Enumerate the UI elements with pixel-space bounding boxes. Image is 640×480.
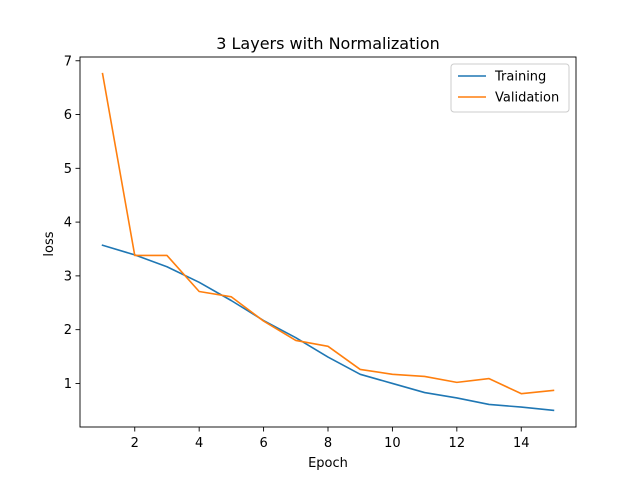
legend-label-validation: Validation: [495, 91, 559, 106]
training-series-line: [101, 244, 555, 412]
y-tick-label: 6: [64, 108, 72, 123]
x-tick-label: 2: [131, 436, 139, 451]
y-tick-label: 3: [64, 269, 72, 284]
x-tick-label: 8: [324, 436, 332, 451]
y-tick-label: 5: [64, 162, 72, 177]
y-tick-label: 2: [64, 323, 72, 338]
validation-series-line: [101, 72, 555, 395]
x-tick-label: 12: [449, 436, 466, 451]
x-tick-label: 10: [384, 436, 401, 451]
y-axis-label: loss: [42, 231, 57, 256]
chart-title: 3 Layers with Normalization: [216, 34, 440, 53]
x-tick-label: 4: [195, 436, 203, 451]
y-tick-label: 7: [64, 54, 72, 69]
y-tick-label: 4: [64, 216, 72, 231]
legend-label-training: Training: [494, 70, 546, 85]
x-axis-label: Epoch: [308, 456, 348, 471]
x-tick-label: 6: [259, 436, 267, 451]
x-tick-label: 14: [513, 436, 530, 451]
y-tick-label: 1: [64, 377, 72, 392]
legend: Training Validation: [450, 63, 570, 113]
